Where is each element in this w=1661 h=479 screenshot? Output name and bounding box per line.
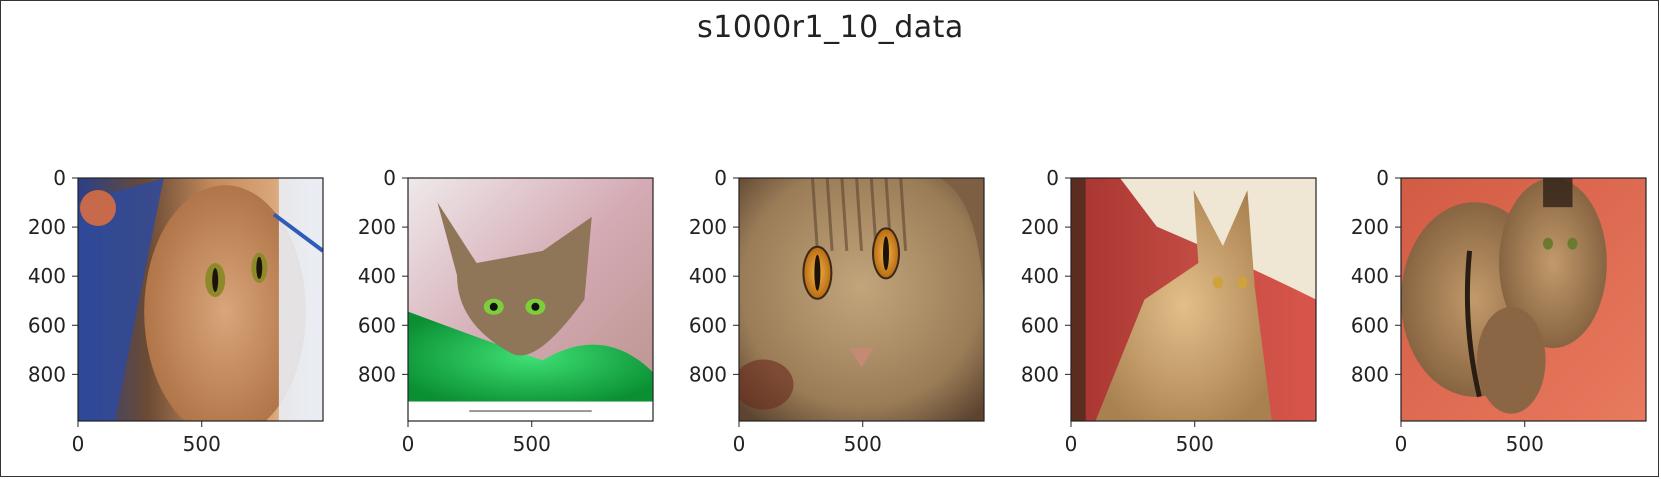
y-tick-label: 400: [1351, 264, 1389, 288]
y-tick-label: 200: [1351, 215, 1389, 239]
axes-frame: [738, 177, 985, 422]
axes-frame: [1070, 177, 1317, 422]
y-tick-label: 600: [1351, 313, 1389, 337]
x-tick-label: 0: [1065, 432, 1078, 456]
y-tick-label: 0: [1376, 166, 1389, 190]
image-panel-1: 0 200 400 600 800 0 500: [28, 166, 324, 456]
y-tick-label: 200: [28, 215, 66, 239]
y-tick-label: 400: [689, 264, 727, 288]
axes-frame: [77, 177, 324, 422]
x-tick-label: 500: [183, 432, 221, 456]
y-tick-label: 0: [1046, 166, 1059, 190]
y-tick-label: 800: [1351, 362, 1389, 386]
cat-photo: [739, 178, 984, 421]
x-tick-label: 500: [844, 432, 882, 456]
y-tick-label: 600: [1021, 313, 1059, 337]
x-tick-label: 500: [1506, 432, 1544, 456]
image-panel-5: 0 200 400 600 800 0 500: [1351, 166, 1647, 456]
y-tick-label: 800: [28, 362, 66, 386]
cat-photo: [408, 178, 653, 421]
y-tick-label: 200: [1021, 215, 1059, 239]
x-tick-label: 0: [72, 432, 85, 456]
figure-title: s1000r1_10_data: [697, 10, 964, 45]
y-tick-label: 600: [358, 313, 396, 337]
x-tick-label: 0: [1395, 432, 1408, 456]
cat-photo: [1071, 178, 1316, 421]
y-tick-label: 800: [1021, 362, 1059, 386]
y-tick-label: 200: [358, 215, 396, 239]
y-tick-label: 0: [383, 166, 396, 190]
y-tick-label: 0: [714, 166, 727, 190]
x-tick-label: 0: [733, 432, 746, 456]
y-tick-label: 200: [689, 215, 727, 239]
axes-frame: [1400, 177, 1647, 422]
y-tick-label: 800: [358, 362, 396, 386]
y-tick-label: 400: [28, 264, 66, 288]
x-tick-label: 500: [1176, 432, 1214, 456]
y-tick-label: 600: [689, 313, 727, 337]
cat-photo: [1401, 178, 1646, 421]
image-panel-3: 0 200 400 600 800 0 500: [689, 166, 985, 456]
y-tick-label: 400: [358, 264, 396, 288]
image-panel-4: 0 200 400 600 800 0 500: [1021, 166, 1317, 456]
y-tick-label: 0: [53, 166, 66, 190]
x-tick-label: 500: [513, 432, 551, 456]
x-tick-label: 0: [402, 432, 415, 456]
image-panel-2: 0 200 400 600 800 0 500: [358, 166, 654, 456]
axes-frame: [407, 177, 654, 422]
y-tick-label: 400: [1021, 264, 1059, 288]
y-tick-label: 800: [689, 362, 727, 386]
cat-photo: [78, 178, 323, 421]
y-tick-label: 600: [28, 313, 66, 337]
